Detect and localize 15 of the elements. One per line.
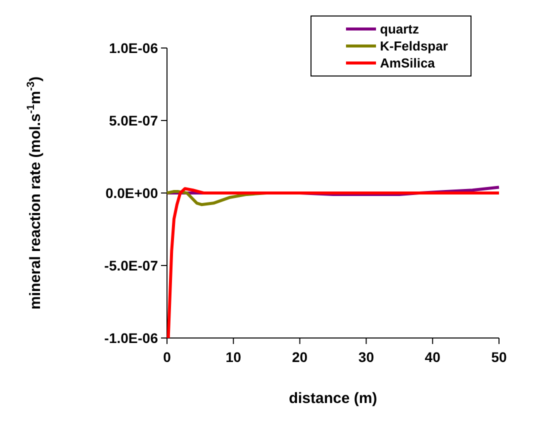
x-tick-label: 30 — [358, 349, 374, 365]
legend-label: quartz — [380, 22, 420, 37]
y-tick-label: 5.0E-07 — [108, 112, 158, 128]
y-tick-label: 0.0E+00 — [105, 184, 158, 201]
legend-label: AmSilica — [380, 56, 436, 71]
y-tick-label: 1.0E-06 — [108, 40, 158, 56]
y-tick-label: -5.0E-07 — [104, 257, 158, 274]
x-axis-title: distance (m) — [288, 390, 378, 407]
legend-label: K-Feldspar — [380, 38, 448, 54]
x-tick-label: 0 — [163, 349, 172, 365]
x-tick-label: 20 — [292, 349, 308, 365]
x-tick-label: 40 — [424, 349, 441, 365]
x-tick-label: 10 — [226, 349, 242, 365]
y-tick-label: -1.0E-06 — [104, 330, 158, 346]
x-tick-label: 50 — [491, 349, 507, 365]
